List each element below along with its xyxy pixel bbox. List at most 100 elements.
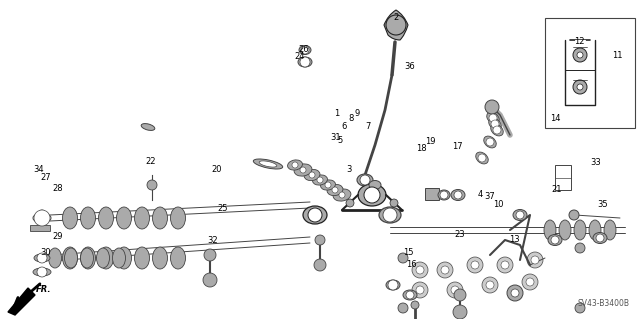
Ellipse shape <box>321 180 335 190</box>
Circle shape <box>453 305 467 319</box>
Ellipse shape <box>116 247 131 269</box>
Circle shape <box>527 252 543 268</box>
Text: 4: 4 <box>477 190 483 199</box>
Ellipse shape <box>113 248 125 268</box>
Circle shape <box>441 266 449 274</box>
Circle shape <box>575 303 585 313</box>
Circle shape <box>398 303 408 313</box>
Text: 21: 21 <box>552 185 562 194</box>
Ellipse shape <box>438 190 450 200</box>
Text: 11: 11 <box>612 51 623 60</box>
Ellipse shape <box>99 247 113 269</box>
Ellipse shape <box>491 124 503 136</box>
Circle shape <box>511 289 519 297</box>
Circle shape <box>204 249 216 261</box>
Circle shape <box>332 187 338 193</box>
Ellipse shape <box>65 248 77 268</box>
Ellipse shape <box>134 207 150 229</box>
Ellipse shape <box>141 123 155 130</box>
Ellipse shape <box>81 207 95 229</box>
Text: 9: 9 <box>355 109 360 118</box>
Circle shape <box>360 175 370 185</box>
Ellipse shape <box>33 268 51 276</box>
Ellipse shape <box>604 220 616 240</box>
Ellipse shape <box>487 112 499 124</box>
Ellipse shape <box>134 247 150 269</box>
Polygon shape <box>8 288 35 315</box>
Text: 5: 5 <box>338 136 343 145</box>
Ellipse shape <box>559 220 571 240</box>
Circle shape <box>339 192 345 198</box>
Text: 22: 22 <box>145 157 156 166</box>
Ellipse shape <box>369 181 381 189</box>
Text: 13: 13 <box>509 235 519 244</box>
Text: 32: 32 <box>207 236 218 245</box>
Circle shape <box>575 243 585 253</box>
Ellipse shape <box>253 159 283 169</box>
Circle shape <box>301 46 309 54</box>
Circle shape <box>437 262 453 278</box>
Ellipse shape <box>81 248 93 268</box>
Ellipse shape <box>489 118 501 130</box>
Circle shape <box>406 291 414 299</box>
Circle shape <box>577 52 583 58</box>
Circle shape <box>482 277 498 293</box>
Bar <box>390 240 585 319</box>
Ellipse shape <box>97 248 109 268</box>
Ellipse shape <box>312 175 328 185</box>
Ellipse shape <box>333 189 351 201</box>
Circle shape <box>454 191 462 199</box>
Text: 25: 25 <box>218 204 228 213</box>
Ellipse shape <box>81 247 95 269</box>
Circle shape <box>411 301 419 309</box>
Text: 12: 12 <box>574 37 584 46</box>
Text: 6: 6 <box>342 122 347 130</box>
Circle shape <box>486 138 494 146</box>
Ellipse shape <box>49 248 61 268</box>
Circle shape <box>314 259 326 271</box>
Text: 3: 3 <box>346 165 351 174</box>
Ellipse shape <box>259 161 277 167</box>
Ellipse shape <box>484 136 496 148</box>
Ellipse shape <box>294 164 312 176</box>
Circle shape <box>147 180 157 190</box>
Circle shape <box>569 210 579 220</box>
Circle shape <box>551 236 559 244</box>
Circle shape <box>491 120 499 128</box>
Ellipse shape <box>152 207 168 229</box>
Ellipse shape <box>548 234 562 246</box>
Circle shape <box>416 266 424 274</box>
Ellipse shape <box>476 152 488 164</box>
Text: 37: 37 <box>484 192 495 201</box>
Circle shape <box>471 261 479 269</box>
Ellipse shape <box>33 213 51 223</box>
Text: 36: 36 <box>404 63 415 71</box>
Circle shape <box>364 187 380 203</box>
Circle shape <box>501 261 509 269</box>
Circle shape <box>317 177 323 183</box>
Ellipse shape <box>303 206 327 224</box>
Ellipse shape <box>34 254 50 262</box>
Ellipse shape <box>403 290 417 300</box>
Text: 17: 17 <box>452 142 463 151</box>
Ellipse shape <box>386 280 400 290</box>
Circle shape <box>507 285 523 301</box>
Circle shape <box>516 211 524 219</box>
Circle shape <box>412 262 428 278</box>
Ellipse shape <box>99 207 113 229</box>
Text: 20: 20 <box>211 165 221 174</box>
Text: 33: 33 <box>590 158 600 167</box>
Circle shape <box>292 162 298 168</box>
Circle shape <box>203 273 217 287</box>
Circle shape <box>383 208 397 222</box>
Circle shape <box>573 48 587 62</box>
Circle shape <box>398 253 408 263</box>
Circle shape <box>485 100 499 114</box>
Circle shape <box>37 267 47 277</box>
Circle shape <box>300 167 306 173</box>
Ellipse shape <box>299 46 311 55</box>
Text: 34: 34 <box>33 165 44 174</box>
Ellipse shape <box>116 207 131 229</box>
Circle shape <box>37 253 47 263</box>
Circle shape <box>412 282 428 298</box>
